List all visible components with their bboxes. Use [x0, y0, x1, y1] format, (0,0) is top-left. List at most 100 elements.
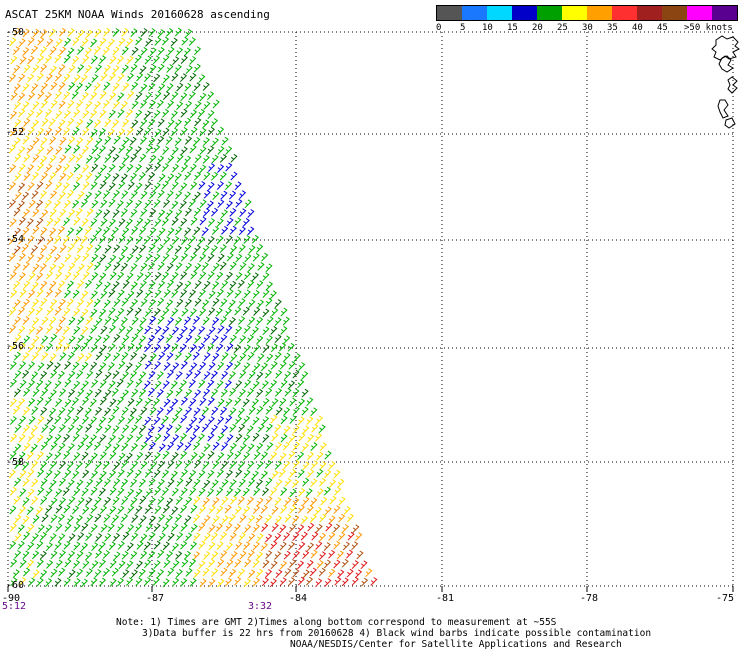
wind-barb	[145, 488, 153, 498]
wind-barb	[85, 171, 93, 181]
wind-barb	[139, 226, 147, 236]
wind-barb	[162, 380, 170, 390]
wind-barb	[261, 523, 269, 532]
wind-barb	[94, 64, 102, 74]
wind-barb	[346, 549, 354, 559]
wind-barb	[203, 101, 211, 110]
wind-barb	[193, 532, 201, 542]
wind-barb	[66, 298, 74, 308]
wind-barb	[58, 407, 66, 416]
wind-barb	[184, 262, 193, 272]
wind-barb	[338, 496, 346, 506]
wind-barb	[238, 190, 247, 200]
wind-barb	[131, 119, 139, 129]
wind-barb	[270, 540, 278, 550]
wind-barb	[167, 119, 175, 128]
wind-barb	[212, 280, 220, 290]
wind-barb	[282, 441, 290, 451]
wind-barb	[98, 559, 106, 568]
wind-barb	[166, 244, 174, 254]
wind-barb	[165, 514, 173, 524]
wind-barb	[341, 524, 349, 533]
wind-barb	[174, 424, 182, 433]
wind-barb	[55, 270, 63, 280]
wind-barb	[107, 128, 115, 138]
wind-barb	[31, 281, 39, 291]
wind-barb	[171, 326, 180, 336]
wind-barb	[147, 387, 156, 397]
wind-barb	[170, 380, 178, 390]
wind-barb	[112, 46, 120, 56]
wind-barb	[116, 55, 125, 65]
wind-barb	[86, 208, 94, 218]
wind-barb	[256, 316, 264, 326]
wind-barb	[144, 505, 152, 514]
wind-barb	[71, 90, 79, 100]
legend-label: 5	[460, 23, 466, 33]
wind-barb	[135, 415, 143, 424]
wind-barb	[55, 504, 63, 514]
wind-barb	[116, 378, 124, 388]
wind-barb	[136, 126, 144, 136]
wind-barb	[102, 46, 110, 56]
wind-barb	[99, 272, 107, 282]
wind-barb	[40, 441, 48, 451]
wind-barb	[247, 226, 255, 236]
wind-barb	[311, 531, 319, 541]
wind-barb	[139, 135, 148, 145]
wind-barb	[31, 83, 39, 92]
wind-barb	[179, 200, 187, 209]
wind-barb	[41, 335, 49, 345]
wind-barb	[341, 577, 349, 587]
wind-barb	[98, 145, 106, 155]
wind-barb	[27, 488, 35, 498]
wind-barb	[248, 316, 256, 326]
wind-barb	[316, 451, 324, 461]
wind-barb	[116, 577, 125, 587]
wind-barb	[54, 541, 62, 551]
wind-barb	[194, 117, 202, 127]
wind-barb	[176, 101, 184, 111]
wind-barb	[183, 47, 191, 57]
wind-barb	[338, 532, 346, 541]
wind-barb	[180, 540, 188, 550]
wind-barb	[185, 477, 193, 487]
wind-barb	[219, 153, 227, 163]
wind-barb	[153, 235, 161, 245]
wind-barb	[67, 406, 75, 416]
wind-barb	[238, 298, 246, 307]
wind-barb	[219, 171, 227, 181]
wind-barb	[343, 505, 351, 515]
wind-barb	[13, 477, 22, 487]
wind-barb	[112, 28, 120, 37]
wind-barb	[23, 172, 31, 181]
land-outline	[717, 99, 729, 119]
wind-barb	[46, 306, 54, 316]
wind-barb	[135, 505, 143, 515]
wind-barb	[125, 198, 134, 208]
wind-barb	[189, 252, 197, 262]
wind-barb	[172, 577, 180, 587]
wind-barb	[180, 289, 188, 298]
wind-barb	[279, 360, 287, 370]
wind-barb	[129, 153, 138, 163]
wind-barb	[274, 551, 282, 560]
wind-barb	[85, 532, 93, 542]
wind-barb	[112, 370, 120, 380]
wind-barb	[194, 262, 202, 272]
wind-barb	[28, 272, 36, 281]
wind-barb	[121, 370, 130, 380]
wind-barb	[108, 307, 116, 317]
wind-barb	[14, 118, 22, 128]
legend-label: 30	[582, 23, 593, 33]
wind-barb	[134, 362, 142, 371]
wind-barb	[221, 136, 229, 146]
wind-barb	[102, 226, 111, 236]
wind-barb	[238, 226, 246, 236]
wind-barb	[174, 119, 182, 129]
wind-barb	[136, 272, 144, 281]
wind-barb	[9, 416, 17, 425]
wind-barb	[239, 335, 247, 344]
legend-label: 40	[632, 23, 643, 33]
wind-barb	[77, 29, 85, 39]
